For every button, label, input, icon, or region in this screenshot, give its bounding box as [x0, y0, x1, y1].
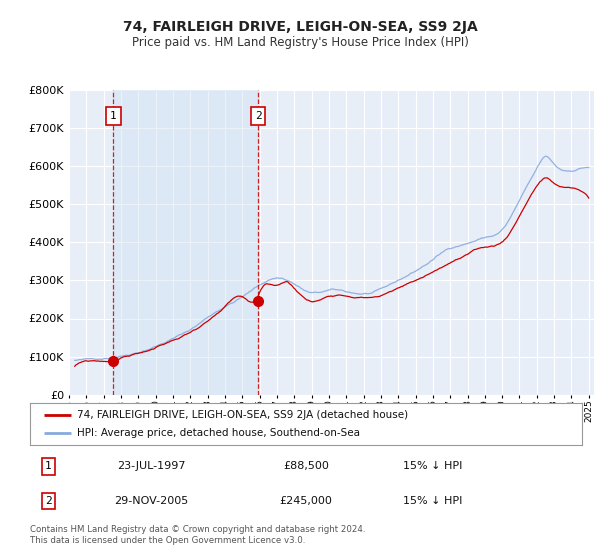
Text: 74, FAIRLEIGH DRIVE, LEIGH-ON-SEA, SS9 2JA: 74, FAIRLEIGH DRIVE, LEIGH-ON-SEA, SS9 2…	[122, 20, 478, 34]
Text: Contains HM Land Registry data © Crown copyright and database right 2024.
This d: Contains HM Land Registry data © Crown c…	[30, 525, 365, 545]
Text: 74, FAIRLEIGH DRIVE, LEIGH-ON-SEA, SS9 2JA (detached house): 74, FAIRLEIGH DRIVE, LEIGH-ON-SEA, SS9 2…	[77, 410, 408, 420]
Text: £245,000: £245,000	[280, 496, 332, 506]
Text: Price paid vs. HM Land Registry's House Price Index (HPI): Price paid vs. HM Land Registry's House …	[131, 36, 469, 49]
Text: HPI: Average price, detached house, Southend-on-Sea: HPI: Average price, detached house, Sout…	[77, 428, 360, 438]
Text: 29-NOV-2005: 29-NOV-2005	[115, 496, 188, 506]
Text: 23-JUL-1997: 23-JUL-1997	[117, 461, 185, 471]
Text: 1: 1	[110, 111, 117, 122]
Text: 15% ↓ HPI: 15% ↓ HPI	[403, 496, 463, 506]
Text: 1: 1	[45, 461, 52, 471]
Text: 2: 2	[254, 111, 262, 122]
Text: 15% ↓ HPI: 15% ↓ HPI	[403, 461, 463, 471]
Bar	[113, 90, 258, 395]
Text: £88,500: £88,500	[283, 461, 329, 471]
Text: 2: 2	[45, 496, 52, 506]
